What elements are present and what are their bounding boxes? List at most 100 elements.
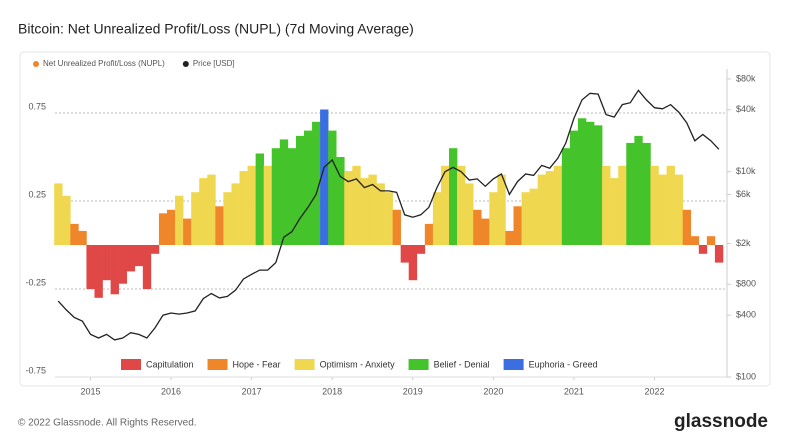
nupl-bar	[642, 142, 651, 245]
nupl-bar	[521, 192, 530, 245]
nupl-bar	[62, 195, 71, 245]
zone-swatch	[503, 359, 524, 370]
nupl-bar	[360, 178, 369, 245]
chart-title: Bitcoin: Net Unrealized Profit/Loss (NUP…	[18, 21, 414, 37]
nupl-bar	[602, 165, 611, 245]
x-tick-label: 2017	[242, 386, 262, 396]
nupl-bar	[674, 174, 683, 245]
nupl-bar	[561, 148, 571, 245]
x-tick-label: 2015	[80, 386, 100, 396]
nupl-bar	[497, 174, 506, 245]
y-tick-label: 0.25	[28, 189, 46, 199]
nupl-bar	[271, 148, 281, 245]
x-tick-label: 2022	[644, 386, 664, 396]
nupl-bar	[457, 165, 466, 245]
y2-tick-label: $100	[736, 371, 756, 381]
nupl-bar	[102, 245, 111, 281]
zone-swatch	[294, 359, 315, 370]
nupl-bar	[714, 245, 724, 263]
nupl-bar	[303, 130, 313, 245]
nupl-bar	[376, 183, 385, 245]
zone-label: Euphoria - Greed	[529, 359, 598, 369]
zone-label: Optimism - Anxiety	[320, 359, 396, 369]
nupl-bar	[529, 188, 538, 245]
brand: glassnode	[674, 411, 768, 432]
nupl-bar	[110, 245, 119, 295]
nupl-bar	[658, 174, 667, 245]
nupl-bar	[408, 245, 418, 281]
nupl-bar	[610, 178, 619, 245]
nupl-bar	[698, 245, 708, 254]
nupl-bar	[473, 209, 482, 245]
nupl-bar	[384, 192, 393, 245]
y2-tick-label: $80k	[736, 73, 756, 83]
nupl-bar	[594, 125, 603, 245]
nupl-bar	[352, 165, 361, 245]
nupl-bar	[175, 195, 184, 245]
nupl-bar	[183, 218, 192, 245]
y2-tick-label: $6k	[736, 189, 751, 199]
x-tick-label: 2016	[161, 386, 181, 396]
y2-tick-label: $400	[736, 310, 756, 320]
nupl-bar	[513, 206, 522, 245]
nupl-bar	[255, 153, 264, 245]
nupl-bar	[336, 157, 345, 245]
nupl-bar	[537, 174, 547, 245]
zone-swatch	[207, 359, 228, 370]
nupl-bar	[449, 148, 458, 245]
x-tick-label: 2021	[564, 386, 584, 396]
nupl-bar	[191, 192, 200, 245]
zone-swatch	[121, 359, 141, 370]
nupl-bar	[207, 174, 216, 245]
nupl-bar	[634, 135, 643, 245]
nupl-bar	[569, 130, 579, 245]
nupl-bar	[287, 148, 297, 245]
legend-marker	[182, 61, 189, 67]
legend-label: Net Unrealized Profit/Loss (NUPL)	[43, 59, 165, 68]
nupl-bar	[295, 135, 305, 245]
nupl-bar	[199, 178, 208, 245]
nupl-bar	[158, 213, 168, 245]
y-tick-label: -0.75	[25, 365, 46, 375]
nupl-bar	[505, 230, 514, 245]
nupl-bar	[239, 171, 248, 245]
y-tick-label: 0.75	[28, 101, 46, 111]
nupl-bar	[585, 121, 595, 245]
nupl-bar	[167, 209, 176, 245]
nupl-bar	[368, 174, 377, 245]
nupl-bar	[706, 236, 716, 245]
y2-tick-label: $40k	[736, 104, 756, 114]
nupl-bar	[94, 245, 103, 298]
nupl-bar	[618, 165, 627, 245]
zone-label: Hope - Fear	[233, 359, 281, 369]
nupl-bar	[416, 245, 426, 254]
nupl-bar	[424, 223, 434, 245]
nupl-bar	[263, 165, 273, 245]
x-tick-label: 2018	[322, 386, 342, 396]
nupl-bar	[489, 192, 498, 245]
nupl-bar	[142, 245, 152, 289]
nupl-bar	[344, 171, 353, 245]
y2-tick-label: $800	[736, 279, 756, 289]
x-tick-label: 2020	[483, 386, 503, 396]
nupl-bar	[54, 183, 63, 245]
x-tick-label: 2019	[403, 386, 423, 396]
nupl-bar	[231, 183, 240, 245]
nupl-bar	[126, 245, 136, 272]
nupl-bar	[481, 218, 490, 245]
zone-swatch	[408, 359, 429, 370]
nupl-bar	[223, 192, 232, 245]
nupl-bar	[279, 139, 289, 245]
nupl-bar	[86, 245, 95, 289]
nupl-bar	[320, 109, 329, 245]
nupl-bar	[215, 206, 224, 245]
nupl-bar	[400, 245, 410, 263]
nupl-bar	[312, 121, 321, 245]
nupl-bar	[134, 245, 144, 267]
price-line	[57, 89, 720, 341]
nupl-bar	[553, 165, 563, 245]
nupl-bar	[432, 192, 442, 245]
nupl-bar	[440, 165, 450, 245]
legend-label: Price [USD]	[193, 59, 235, 68]
